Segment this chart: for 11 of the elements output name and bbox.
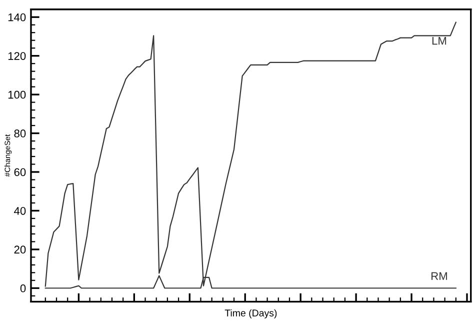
y-tick-label: 40 [14,206,26,215]
y-tick-label: 120 [8,52,26,60]
y-tick-label: 20 [14,246,26,254]
y-tick-label: 0 [20,284,26,292]
y-tick-label: 80 [14,130,26,138]
y-tick-label: 60 [14,168,26,176]
series-label: LM [432,37,446,45]
series-label: RM [432,272,447,280]
x-axis-title: Time (Days) [224,309,277,318]
y-tick-label: 100 [8,90,26,99]
y-tick-label: 140 [8,13,26,22]
